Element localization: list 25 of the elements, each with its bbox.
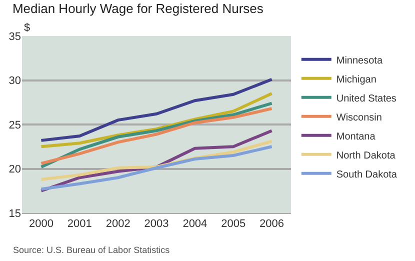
y-tick-label: 25 bbox=[8, 119, 21, 132]
legend-label: Minnesota bbox=[336, 55, 383, 66]
x-tick-label: 2004 bbox=[182, 218, 208, 230]
x-tick-label: 2005 bbox=[221, 218, 246, 230]
x-tick-label: 2000 bbox=[28, 218, 54, 230]
y-tick-label: 35 bbox=[8, 30, 21, 43]
legend-label: Michigan bbox=[336, 74, 376, 86]
x-tick-label: 2001 bbox=[67, 218, 92, 230]
x-tick-label: 2002 bbox=[106, 218, 130, 230]
chart-title: Median Hourly Wage for Registered Nurses bbox=[12, 1, 264, 16]
line-series bbox=[40, 145, 274, 191]
legend-label: Wisconsin bbox=[336, 112, 382, 124]
y-tick-label: 20 bbox=[8, 164, 21, 176]
legend-label: North Dakota bbox=[336, 150, 396, 162]
x-tick-label: 2003 bbox=[144, 218, 169, 230]
x-tick-label: 2006 bbox=[260, 218, 284, 230]
legend-label: Montana bbox=[336, 131, 376, 142]
y-axis-title: $ bbox=[24, 22, 30, 34]
y-tick-label: 30 bbox=[8, 75, 21, 88]
y-tick-label: 15 bbox=[8, 208, 21, 220]
legend-label: South Dakota bbox=[336, 169, 398, 180]
line-series bbox=[40, 78, 274, 142]
source-note: Source: U.S. Bureau of Labor Statistics bbox=[13, 245, 170, 255]
line-series bbox=[40, 92, 274, 148]
legend-label: United States bbox=[336, 93, 396, 104]
